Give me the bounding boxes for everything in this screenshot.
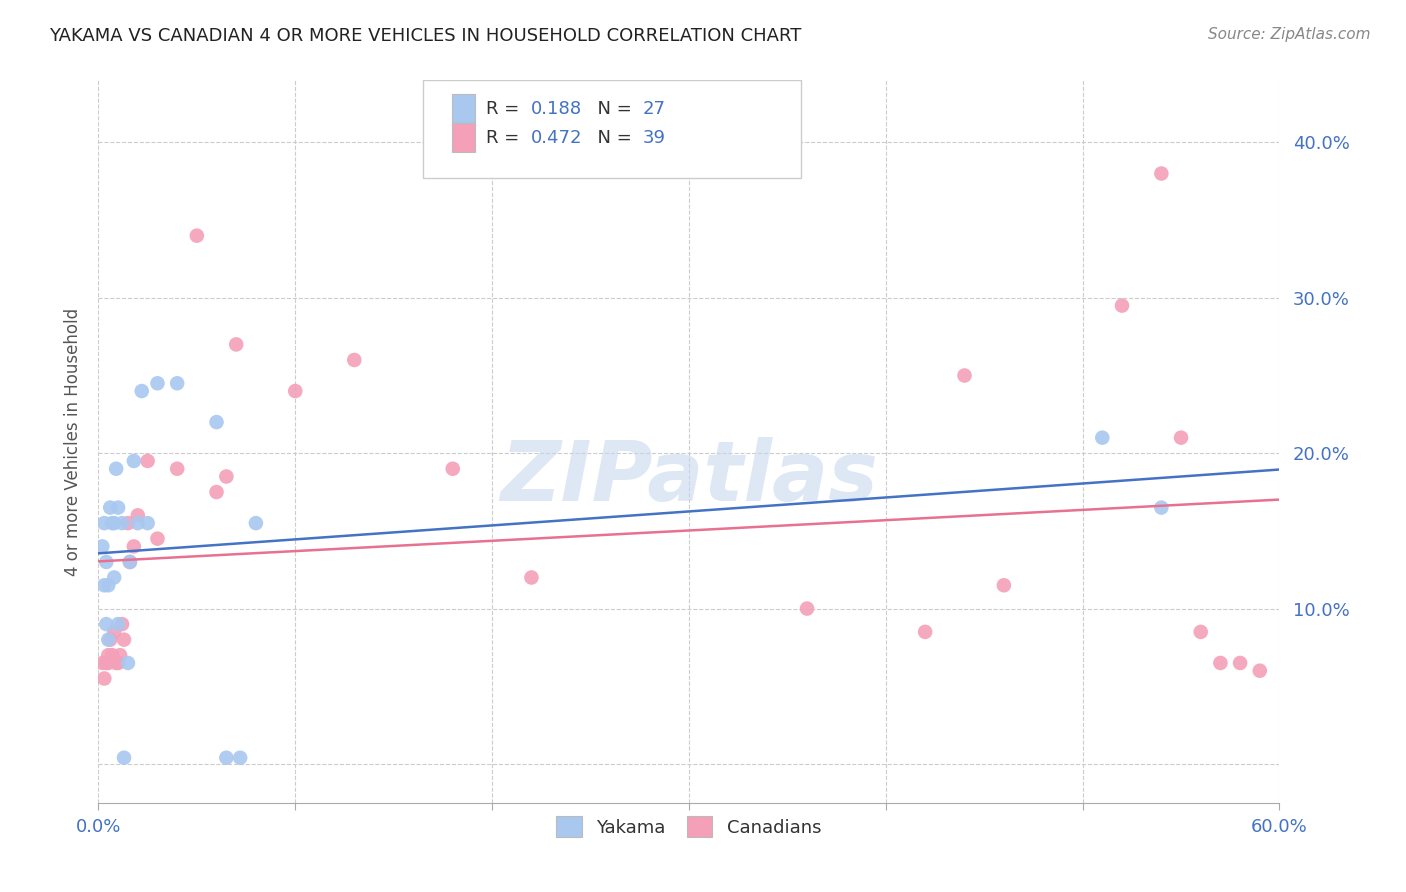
Text: 39: 39 (643, 129, 666, 147)
Y-axis label: 4 or more Vehicles in Household: 4 or more Vehicles in Household (63, 308, 82, 575)
Point (205, 485, 228, 500)
Legend: Yakama, Canadians: Yakama, Canadians (546, 805, 832, 848)
Point (520, 570, 543, 584)
Point (127, 516, 149, 530)
Point (122, 540, 145, 554)
Point (107, 617, 129, 632)
Point (97, 656, 120, 670)
Point (96, 656, 118, 670)
Point (136, 454, 159, 468)
Text: R =: R = (486, 129, 524, 147)
Point (1150, 500, 1173, 515)
Point (131, 384, 153, 398)
Point (101, 516, 124, 530)
Point (107, 500, 129, 515)
Point (1189, 624, 1212, 639)
Point (107, 656, 129, 670)
Point (166, 376, 188, 391)
Point (103, 624, 125, 639)
Point (146, 532, 169, 546)
Point (98, 500, 121, 515)
Point (1111, 299, 1133, 313)
Point (112, 750, 135, 764)
Text: 0.188: 0.188 (530, 100, 582, 118)
Point (186, 228, 208, 243)
Point (1091, 431, 1114, 445)
Point (146, 376, 169, 391)
Point (105, 656, 128, 670)
Point (1150, 167, 1173, 181)
Point (97, 648, 120, 663)
Point (343, 353, 366, 368)
Point (205, 415, 228, 429)
Point (96, 617, 118, 632)
Point (1170, 431, 1192, 445)
Point (127, 508, 149, 523)
Point (111, 516, 134, 530)
Point (229, 750, 252, 764)
Point (1209, 656, 1232, 670)
Point (101, 648, 124, 663)
Point (91, 540, 114, 554)
Text: Source: ZipAtlas.com: Source: ZipAtlas.com (1208, 27, 1371, 42)
Point (91, 656, 114, 670)
Text: 27: 27 (643, 100, 666, 118)
Text: ZIPatlas: ZIPatlas (501, 437, 877, 518)
Point (136, 516, 159, 530)
Point (105, 461, 128, 475)
Point (97, 632, 120, 647)
Point (122, 454, 145, 468)
Point (1249, 664, 1271, 678)
Point (103, 570, 125, 584)
FancyBboxPatch shape (451, 123, 475, 152)
Text: R =: R = (486, 100, 524, 118)
Text: N =: N = (586, 100, 638, 118)
Point (93, 578, 115, 592)
FancyBboxPatch shape (451, 94, 475, 123)
Point (117, 516, 139, 530)
Point (108, 648, 131, 663)
Point (914, 624, 936, 639)
Point (98, 632, 121, 647)
Point (166, 461, 188, 475)
Point (117, 656, 139, 670)
Point (96, 555, 118, 569)
Point (112, 632, 135, 647)
Point (93, 516, 115, 530)
Point (97, 578, 120, 592)
Point (284, 384, 307, 398)
Point (225, 337, 247, 351)
Point (245, 516, 267, 530)
FancyBboxPatch shape (423, 80, 801, 178)
Point (1229, 656, 1251, 670)
Point (441, 461, 464, 475)
Text: YAKAMA VS CANADIAN 4 OR MORE VEHICLES IN HOUSEHOLD CORRELATION CHART: YAKAMA VS CANADIAN 4 OR MORE VEHICLES IN… (49, 27, 801, 45)
Point (993, 578, 1015, 592)
Point (118, 555, 141, 569)
Text: N =: N = (586, 129, 638, 147)
Point (796, 601, 818, 615)
Point (93, 672, 115, 686)
Point (118, 555, 141, 569)
Point (215, 469, 238, 483)
Point (111, 617, 134, 632)
Point (953, 368, 976, 383)
Point (215, 750, 238, 764)
Point (103, 516, 125, 530)
Text: 0.472: 0.472 (530, 129, 582, 147)
